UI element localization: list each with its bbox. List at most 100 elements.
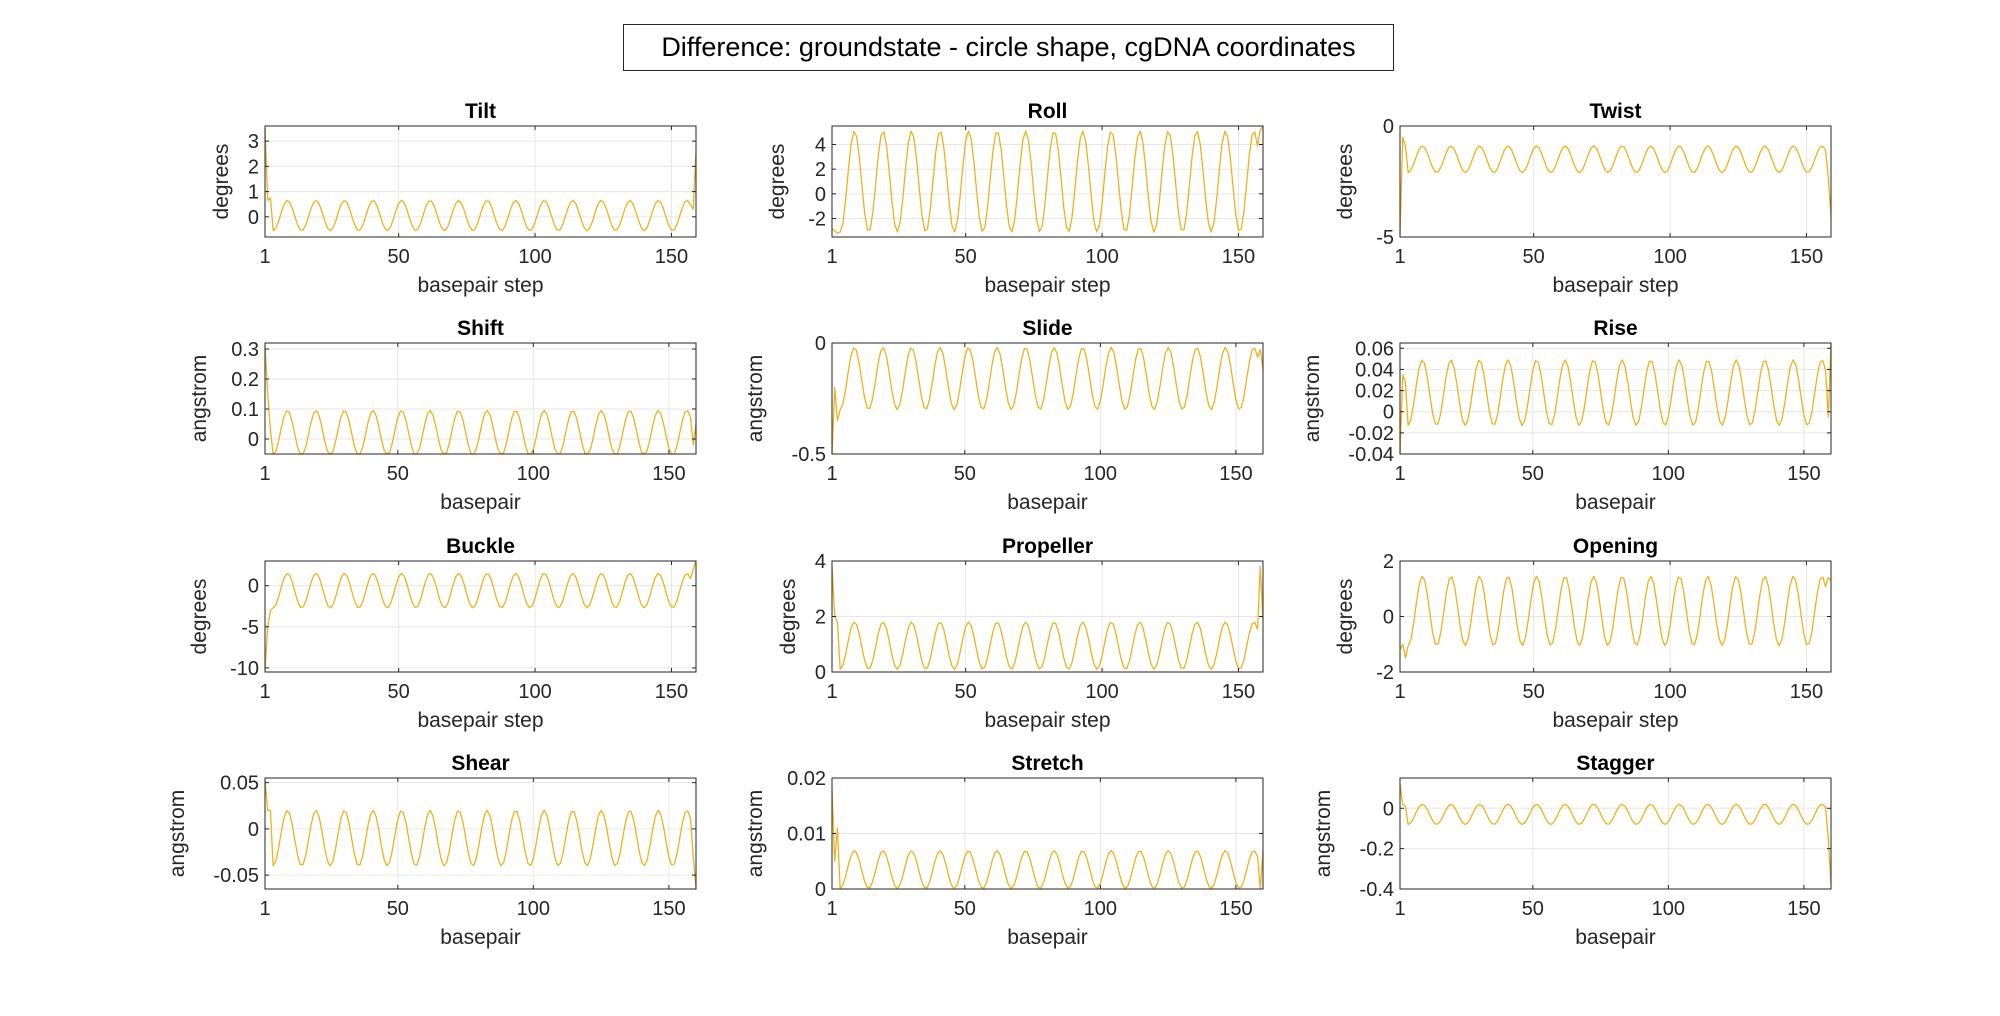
axes-box [264,777,697,890]
x-tick-label: 50 [388,246,410,268]
x-tick-label: 100 [1652,898,1685,920]
x-tick-label: 100 [1084,898,1117,920]
x-axis-label: basepair [1007,491,1088,514]
axes-box [1399,342,1832,455]
subplot-title: Roll [1028,100,1068,123]
axes-box [831,125,1264,238]
shear-series-line [264,779,697,890]
subplot-title: Shear [451,752,509,775]
x-tick-label: 150 [655,681,688,703]
subplot-title: Opening [1573,535,1658,558]
axes-box [1399,777,1832,890]
subplot-title: Stagger [1576,752,1654,775]
y-tick-label: 0 [815,662,826,684]
y-tick-label: 2 [1383,551,1394,573]
y-tick-label: -0.04 [1348,444,1394,466]
x-tick-label: 100 [1085,681,1118,703]
x-tick-label: 50 [1522,898,1544,920]
x-tick-label: 1 [826,463,837,485]
x-tick-label: 100 [1652,463,1685,485]
x-tick-label: 150 [655,246,688,268]
y-tick-label: 0 [1383,116,1394,138]
x-tick-label: 1 [826,898,837,920]
y-tick-label: 0.3 [231,339,259,361]
x-tick-label: 1 [1394,898,1405,920]
subplot-title: Stretch [1011,752,1083,775]
figure-title-box: Difference: groundstate - circle shape, … [623,24,1394,71]
x-tick-label: 1 [259,463,270,485]
axes-background [1400,126,1831,237]
y-tick-label: 3 [248,131,259,153]
y-tick-label: -5 [1376,227,1394,249]
axes-background [832,343,1263,454]
x-tick-label: 150 [1222,246,1255,268]
y-axis-label: degrees [1334,579,1357,655]
stretch-series-line [831,789,1264,890]
propeller-series-line [831,565,1264,670]
y-axis-label: angstrom [744,355,767,443]
y-tick-label: 2 [248,156,259,178]
x-tick-label: 50 [388,681,410,703]
x-tick-label: 50 [1523,681,1545,703]
subplot-title: Slide [1022,317,1072,340]
y-tick-label: 0.02 [1355,381,1394,403]
x-tick-label: 50 [955,681,977,703]
x-tick-label: 1 [1394,681,1405,703]
y-tick-label: 1 [248,182,259,204]
y-tick-label: 4 [815,135,826,157]
x-axis-label: basepair [1575,491,1656,514]
slide-series-line [831,346,1264,455]
y-tick-label: -2 [1376,662,1394,684]
x-tick-label: 150 [1790,246,1823,268]
tilt-series-line [264,128,697,232]
x-tick-label: 50 [954,463,976,485]
subplot-title: Propeller [1002,535,1093,558]
stretch-subplot: 1 50 100 15000.010.02Stretchbasepairangstro… [744,752,1264,949]
y-axis-label: degrees [766,144,789,220]
x-tick-label: 150 [652,463,685,485]
y-tick-label: 2 [815,607,826,629]
x-axis-label: basepair [440,926,521,949]
y-tick-label: 0 [815,184,826,206]
y-axis-label: degrees [188,579,211,655]
subplot-title: Twist [1589,100,1641,123]
x-tick-label: 1 [1394,463,1405,485]
axes-box [831,342,1264,455]
y-tick-label: 0.2 [231,369,259,391]
stagger-series-line [1399,783,1832,885]
y-tick-label: 0 [1383,402,1394,424]
x-tick-label: 50 [387,898,409,920]
x-axis-label: basepair [440,491,521,514]
y-axis-label: degrees [777,579,800,655]
y-axis-label: angstrom [166,790,189,878]
y-tick-label: 0 [1383,798,1394,820]
rise-series-line [1399,344,1832,455]
x-axis-label: basepair step [984,709,1110,732]
subplot-title: Tilt [465,100,496,123]
axes-background [265,126,696,237]
axes-background [1400,778,1831,889]
subplot-title: Rise [1593,317,1637,340]
x-tick-label: 1 [259,246,270,268]
x-tick-label: 150 [1219,463,1252,485]
x-tick-label: 100 [1085,246,1118,268]
x-tick-label: 100 [1653,246,1686,268]
y-axis-label: angstrom [744,790,767,878]
x-tick-label: 100 [1653,681,1686,703]
x-tick-label: 100 [517,463,550,485]
y-tick-label: 0.04 [1355,359,1394,381]
y-axis-label: angstrom [1312,790,1335,878]
figure-title: Difference: groundstate - circle shape, … [661,32,1356,62]
axes-background [265,343,696,454]
shift-series-line [264,345,697,455]
x-tick-label: 100 [1084,463,1117,485]
x-axis-label: basepair step [1552,274,1678,297]
